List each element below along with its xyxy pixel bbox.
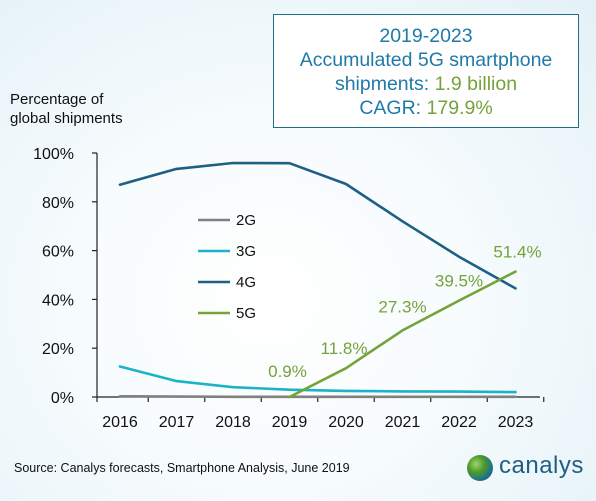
callout-cagr-label: CAGR:	[359, 97, 427, 119]
x-tick-label: 2020	[328, 414, 364, 431]
data-label: 39.5%	[435, 272, 483, 291]
source-note: Source: Canalys forecasts, Smartphone An…	[14, 461, 350, 475]
x-tick-label: 2017	[159, 414, 195, 431]
series-line-2g	[118, 394, 517, 399]
y-axis-title-line1: Percentage of	[10, 91, 104, 108]
callout-shipments-label: shipments:	[334, 73, 435, 95]
legend-label-3g: 3G	[236, 243, 256, 260]
y-tick-label: 20%	[42, 341, 74, 358]
series-line-4g	[118, 161, 517, 290]
x-tick-label: 2022	[441, 414, 477, 431]
x-tick-label: 2021	[385, 414, 421, 431]
x-tick-label: 2018	[215, 414, 251, 431]
legend-label-5g: 5G	[236, 305, 256, 322]
series-line-3g	[118, 365, 517, 394]
logo-wordmark: canalys	[499, 452, 584, 479]
y-tick-label: 100%	[33, 146, 74, 163]
callout-title: Accumulated 5G smartphone	[299, 49, 553, 71]
x-tick-label: 2023	[498, 414, 534, 431]
globe-icon	[467, 455, 493, 481]
canalys-logo: canalys	[467, 452, 585, 486]
callout-cagr-value: 179.9%	[426, 97, 493, 119]
axes: 0% 20% 40% 60% 80% 100% 2016 2017 2018 2019 2020 20…	[33, 146, 545, 431]
data-label: 11.8%	[321, 339, 368, 358]
callout-shipments-value: 1.9 billion	[434, 73, 518, 95]
y-tick-label: 40%	[42, 292, 74, 309]
series-lines	[118, 161, 517, 399]
y-tick-label: 60%	[42, 244, 74, 261]
x-tick-label: 2019	[272, 414, 308, 431]
data-labels: 0.9% 11.8% 27.3% 39.5% 51.4%	[268, 243, 541, 381]
callout-period: 2019-2023	[379, 25, 473, 47]
data-label: 0.9%	[268, 362, 307, 381]
legend-label-2g: 2G	[236, 212, 256, 229]
y-tick-label: 0%	[51, 390, 74, 407]
y-tick-label: 80%	[42, 195, 74, 212]
data-label: 51.4%	[493, 243, 541, 262]
callout-cagr: CAGR: 179.9%	[274, 96, 578, 120]
y-axis-title-line2: global shipments	[10, 110, 123, 127]
legend: 2G 3G 4G 5G	[198, 212, 256, 322]
series-line-5g	[288, 270, 517, 399]
callout-shipments: shipments: 1.9 billion	[274, 72, 578, 96]
data-label: 27.3%	[378, 297, 426, 316]
x-tick-label: 2016	[102, 414, 138, 431]
legend-label-4g: 4G	[236, 274, 256, 291]
y-axis-title: Percentage of global shipments	[10, 90, 123, 128]
summary-callout: 2019-2023 Accumulated 5G smartphone ship…	[273, 14, 579, 128]
